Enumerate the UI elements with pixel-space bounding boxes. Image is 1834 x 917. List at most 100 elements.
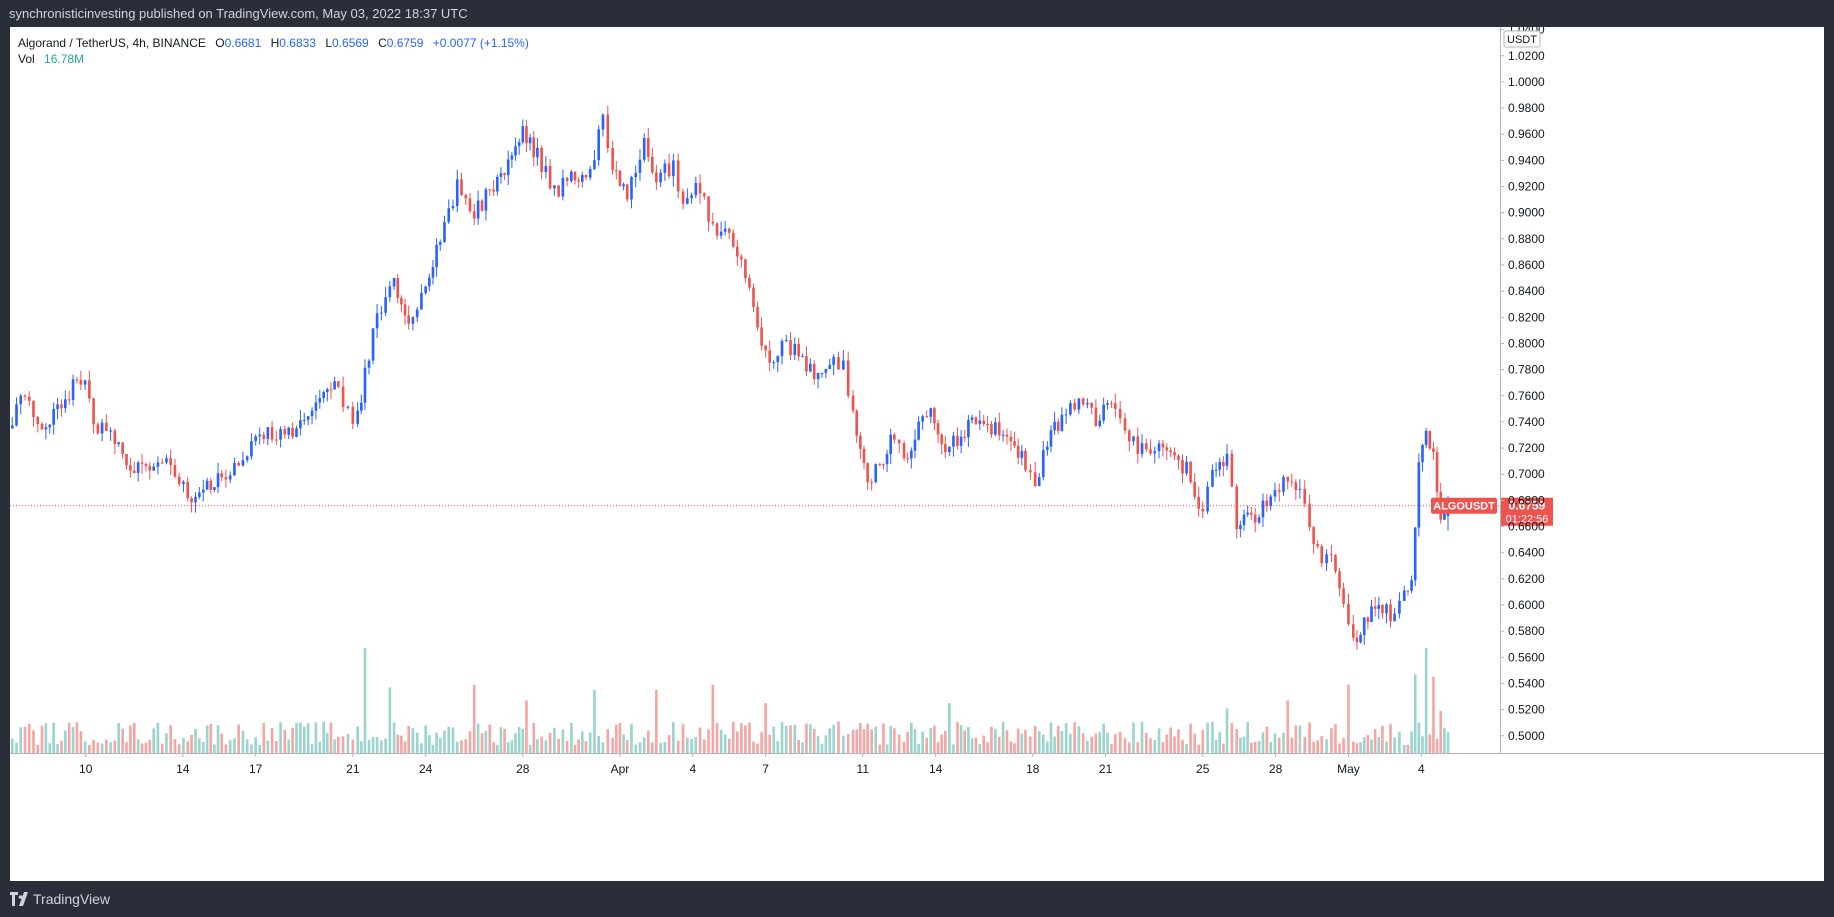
candle-body <box>1181 460 1184 474</box>
candle-body <box>488 189 492 191</box>
volume-bar <box>220 733 224 753</box>
volume-bar <box>921 731 924 753</box>
volume-bar <box>694 737 698 753</box>
volume-bar <box>216 725 220 753</box>
symbol-title[interactable]: Algorand / TetherUS, 4h, BINANCE <box>18 36 206 50</box>
candle-body <box>663 163 667 173</box>
candle-body <box>254 436 258 442</box>
candle-body <box>978 420 982 424</box>
volume-bar <box>1370 739 1373 753</box>
candle-body <box>173 465 177 477</box>
candle-body <box>1410 580 1413 591</box>
candle-body <box>618 170 622 187</box>
volume-bar <box>1421 736 1424 753</box>
volume-bar <box>279 722 282 753</box>
candle-body <box>88 380 91 399</box>
volume-bar <box>228 740 232 753</box>
brand-name[interactable]: TradingView <box>33 891 111 907</box>
candle-body <box>367 360 371 368</box>
volume-bar <box>820 743 824 753</box>
candle-body <box>213 487 216 490</box>
candle-body <box>1064 414 1068 416</box>
volume-bar <box>630 724 633 753</box>
candle-body <box>1165 447 1169 451</box>
volume-bar <box>521 728 525 753</box>
candle-body <box>902 443 906 459</box>
candle-body <box>117 442 121 445</box>
candle-body <box>1294 482 1298 490</box>
candle-body <box>1355 637 1359 643</box>
candle-body <box>1102 404 1105 421</box>
volume-bar <box>982 735 986 753</box>
candle-body <box>499 173 503 177</box>
candle-body <box>302 419 306 421</box>
volume-bar <box>1320 736 1324 753</box>
volume-bar <box>1377 736 1381 753</box>
volume-bar <box>897 734 901 753</box>
volume-bar <box>1211 721 1214 753</box>
candle-body <box>933 408 936 424</box>
candle-body <box>986 423 989 425</box>
volume-bar <box>832 724 835 753</box>
volume-bar <box>1073 722 1076 753</box>
volume-bar <box>1077 726 1081 753</box>
candle-body <box>52 408 55 425</box>
volume-bar <box>544 740 548 753</box>
footer-bar: TradingView <box>0 881 1834 917</box>
candle-body <box>553 185 556 189</box>
volume-bar <box>468 731 472 753</box>
candle-body <box>220 473 224 478</box>
volume-bar <box>113 740 117 753</box>
candle-body <box>1073 403 1076 410</box>
candle-body <box>96 424 100 434</box>
volume-bar <box>48 743 52 753</box>
candle-body <box>967 419 970 438</box>
price-label: 0.9200 <box>1508 180 1545 194</box>
candle-body <box>580 174 584 182</box>
candle-body <box>1298 488 1302 490</box>
candle-body <box>279 429 282 440</box>
candle-body <box>1197 496 1201 509</box>
candle-body <box>1053 421 1056 431</box>
volume-bar <box>1257 740 1261 753</box>
candle-body <box>1037 477 1041 487</box>
candle-body <box>165 458 168 463</box>
volume-bar <box>190 735 193 753</box>
candle-body <box>655 172 658 183</box>
tradingview-logo-icon[interactable] <box>10 892 30 906</box>
candle-body <box>982 420 986 424</box>
volume-bar <box>169 725 173 753</box>
volume-bar <box>801 742 804 753</box>
change-value: +0.0077 (+1.15%) <box>432 36 529 50</box>
volume-bar <box>1355 743 1359 753</box>
candle-body <box>659 172 662 183</box>
volume-bar <box>392 722 396 753</box>
candle-body <box>681 191 685 204</box>
volume-bar <box>862 729 866 753</box>
volume-bar <box>735 731 739 753</box>
volume-bar <box>1181 739 1184 753</box>
volume-bar <box>1277 737 1281 753</box>
volume-bar <box>1086 740 1089 753</box>
volume-label[interactable]: Vol <box>18 52 35 66</box>
volume-bar <box>816 735 820 753</box>
time-label: 4 <box>1418 762 1425 776</box>
volume-bar <box>1290 737 1294 753</box>
volume-bar <box>638 742 642 753</box>
time-label: 18 <box>1026 762 1040 776</box>
low-label: L <box>325 36 333 50</box>
candle-body <box>1149 449 1152 454</box>
volume-bar <box>1342 738 1345 753</box>
volume-bar <box>1098 732 1102 753</box>
volume-bar <box>1325 739 1328 753</box>
volume-bar <box>258 744 262 753</box>
volume-bar <box>283 729 287 753</box>
candle-body <box>1013 441 1016 446</box>
candle-body <box>514 146 517 156</box>
candle-body <box>424 286 427 293</box>
candle-body <box>310 410 314 417</box>
price-label: 0.5600 <box>1508 650 1545 664</box>
time-label: May <box>1337 762 1360 776</box>
